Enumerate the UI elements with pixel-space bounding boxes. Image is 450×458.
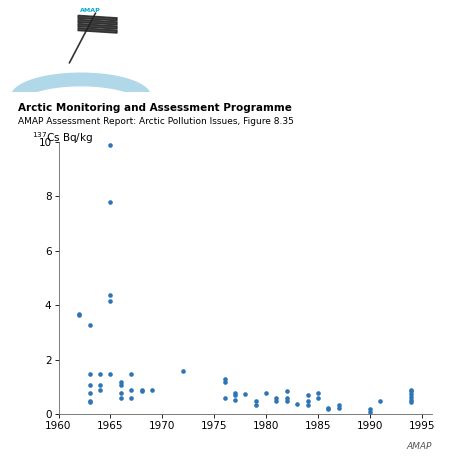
Polygon shape — [78, 16, 117, 21]
Text: AMAP: AMAP — [407, 442, 432, 451]
Point — [242, 390, 249, 398]
Point — [117, 389, 124, 396]
Point — [252, 397, 259, 404]
Point — [107, 141, 114, 148]
Text: AMAP Assessment Report: Arctic Pollution Issues, Figure 8.35: AMAP Assessment Report: Arctic Pollution… — [18, 117, 294, 126]
Point — [138, 387, 145, 395]
Point — [180, 367, 187, 375]
Point — [408, 390, 415, 398]
Point — [304, 401, 311, 409]
Text: Arctic Monitoring and Assessment Programme: Arctic Monitoring and Assessment Program… — [18, 103, 292, 113]
Point — [138, 386, 145, 393]
Polygon shape — [78, 20, 117, 25]
Point — [314, 389, 321, 396]
Point — [76, 310, 83, 317]
Point — [96, 386, 104, 393]
Point — [324, 405, 332, 413]
Point — [127, 386, 135, 393]
Point — [221, 376, 228, 383]
Point — [107, 198, 114, 206]
Point — [86, 389, 93, 396]
Point — [127, 394, 135, 402]
Point — [107, 370, 114, 377]
Point — [148, 386, 156, 393]
Point — [86, 321, 93, 328]
Polygon shape — [78, 28, 117, 33]
Polygon shape — [78, 23, 117, 29]
Point — [231, 396, 239, 403]
Point — [324, 404, 332, 411]
Point — [107, 291, 114, 298]
Point — [304, 392, 311, 399]
Point — [221, 378, 228, 386]
Point — [408, 398, 415, 406]
Point — [408, 393, 415, 400]
Point — [304, 397, 311, 404]
Point — [86, 397, 93, 404]
Point — [127, 370, 135, 377]
Point — [117, 381, 124, 388]
Point — [366, 408, 373, 415]
Point — [273, 397, 280, 404]
Point — [283, 394, 290, 402]
Point — [86, 398, 93, 406]
Text: $^{137}$Cs Bq/kg: $^{137}$Cs Bq/kg — [32, 131, 93, 146]
Point — [335, 404, 342, 411]
Point — [314, 394, 321, 402]
Point — [408, 387, 415, 395]
Text: AMAP: AMAP — [80, 8, 100, 13]
Point — [262, 389, 270, 396]
Point — [283, 387, 290, 395]
Point — [231, 389, 239, 396]
Point — [86, 381, 93, 388]
Point — [408, 396, 415, 403]
Point — [86, 370, 93, 377]
Point — [231, 392, 239, 399]
Point — [408, 386, 415, 393]
Point — [221, 394, 228, 402]
Point — [293, 400, 301, 407]
Point — [335, 401, 342, 409]
Point — [273, 394, 280, 402]
Point — [252, 401, 259, 409]
Point — [283, 397, 290, 404]
Point — [107, 298, 114, 305]
Point — [377, 397, 384, 404]
Point — [117, 378, 124, 386]
Point — [96, 370, 104, 377]
Point — [96, 381, 104, 388]
Point — [366, 405, 373, 413]
Point — [117, 394, 124, 402]
Point — [76, 311, 83, 319]
